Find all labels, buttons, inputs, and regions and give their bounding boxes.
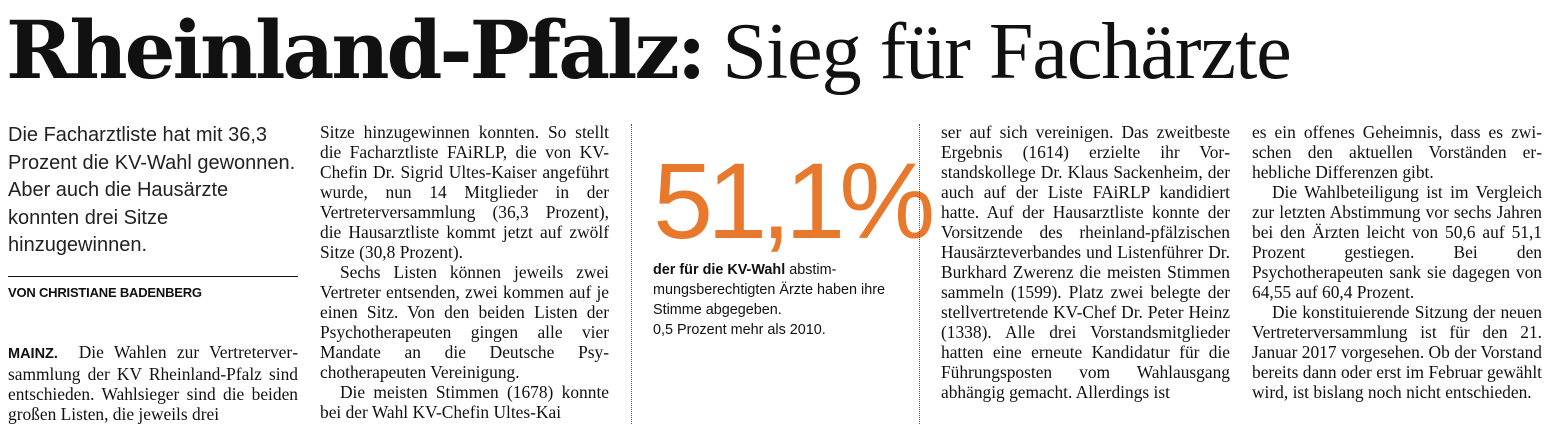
byline: VON CHRISTIANE BADENBERG: [8, 284, 202, 300]
factbox-note: 0,5 Prozent mehr als 2010.: [653, 322, 826, 338]
column-2: Sitze hinzugewinnen konnten. So stellt d…: [320, 122, 609, 422]
byline-rule: [8, 275, 298, 277]
column-divider: [631, 124, 632, 424]
headline-bold: Rheinland-Pfalz:: [6, 3, 706, 97]
headline-light: Sieg für Fachärzte: [722, 8, 1291, 96]
article-start: MAINZ. Die Wahlen zur Vertreterver­samml…: [8, 342, 298, 424]
factbox-text-rest: abstim­mungsberechtigten Ärzte haben ihr…: [653, 262, 885, 318]
headline: Rheinland-Pfalz: Sieg für Fachärzte: [6, 2, 1292, 100]
column-4: ser auf sich vereinigen. Das zweitbes­te…: [941, 122, 1230, 402]
factbox: 51,1% der für die KV-Wahl abstim­mungsbe…: [653, 140, 935, 340]
factbox-text-bold: der für die KV-Wahl: [653, 262, 786, 278]
column-divider: [919, 124, 920, 424]
article-paragraph: Die Wahlbeteiligung ist im Ver­gleich zu…: [1252, 182, 1542, 302]
article-paragraph: Die Wahlen zur Vertreterver­sammlung der…: [8, 341, 298, 424]
lead-paragraph: Die Facharztliste hat mit 36,3 Prozent d…: [8, 124, 296, 256]
dateline: MAINZ.: [8, 345, 58, 362]
factbox-number: 51,1%: [653, 140, 935, 261]
factbox-text: der für die KV-Wahl abstim­mungsberechti…: [653, 260, 898, 320]
article-paragraph: ser auf sich vereinigen. Das zweitbes­te…: [941, 122, 1230, 402]
article-paragraph: es ein offenes Geheimnis, dass es zwi­sc…: [1252, 122, 1542, 182]
article-paragraph: Sechs Listen können jeweils zwei Vertret…: [320, 262, 609, 382]
column-5: es ein offenes Geheimnis, dass es zwi­sc…: [1252, 122, 1542, 402]
column-1: Die Facharztliste hat mit 36,3 Prozent d…: [8, 122, 298, 424]
article-paragraph: Sitze hinzugewinnen konnten. So stellt d…: [320, 122, 609, 262]
article-paragraph: Die konstituierende Sitzung der neuen Ve…: [1252, 302, 1542, 402]
article-paragraph: Die meisten Stimmen (1678) konn­te bei d…: [320, 382, 609, 422]
